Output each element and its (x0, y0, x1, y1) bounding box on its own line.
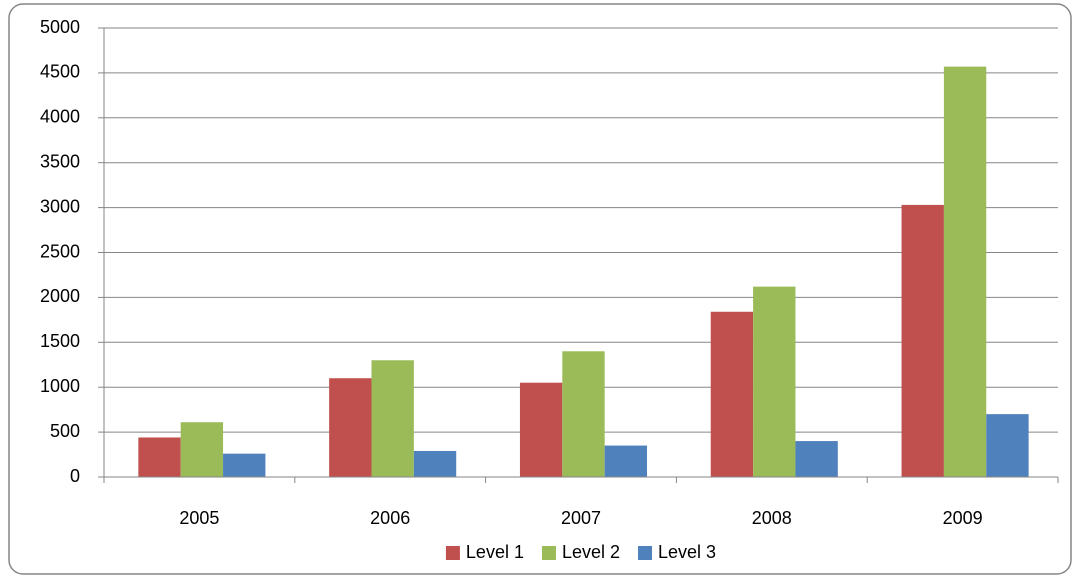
y-tick-label: 4000 (40, 107, 80, 127)
y-tick-label: 2000 (40, 286, 80, 306)
legend-label: Level 1 (466, 542, 524, 562)
y-tick-label: 5000 (40, 17, 80, 37)
x-tick-label: 2009 (943, 508, 983, 528)
y-tick-label: 3500 (40, 151, 80, 171)
y-tick-label: 1000 (40, 376, 80, 396)
bar (519, 382, 563, 477)
y-tick-label: 500 (50, 421, 80, 441)
bar (986, 414, 1029, 477)
x-tick-label: 2005 (179, 508, 219, 528)
bar (413, 450, 457, 477)
chart-border (8, 3, 1072, 575)
bar (901, 204, 944, 477)
y-tick-label: 0 (70, 466, 80, 486)
bar (180, 422, 224, 477)
bar (710, 311, 754, 477)
legend-label: Level 2 (562, 542, 620, 562)
bar (943, 66, 987, 477)
bar (795, 441, 838, 477)
bar (138, 437, 181, 477)
x-tick-label: 2007 (561, 508, 601, 528)
x-tick-label: 2006 (370, 508, 410, 528)
bar (371, 360, 414, 477)
bar (562, 351, 605, 477)
legend-swatch (445, 546, 460, 560)
y-tick-label: 4500 (40, 62, 80, 82)
bar (604, 445, 648, 477)
y-tick-label: 1500 (40, 331, 80, 351)
y-tick-label: 3000 (40, 196, 80, 216)
bar (329, 378, 372, 477)
bar (753, 286, 796, 477)
legend-swatch (638, 546, 653, 560)
x-tick-label: 2008 (752, 508, 792, 528)
bar (223, 453, 266, 477)
y-tick-label: 2500 (40, 241, 80, 261)
legend-label: Level 3 (658, 542, 716, 562)
legend-swatch (541, 546, 556, 560)
